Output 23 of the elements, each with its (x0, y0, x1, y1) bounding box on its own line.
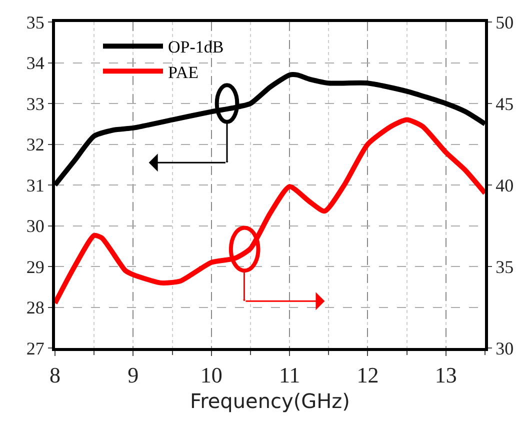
y-tick-label: 31 (26, 175, 44, 196)
x-tick-label: 8 (50, 362, 60, 388)
x-tick-label: 11 (278, 362, 300, 388)
y-tick-label: 35 (26, 12, 44, 32)
legend-label: PAE (168, 62, 199, 82)
x-tick-label: 10 (200, 362, 222, 388)
x-axis-title: Frequency(GHz) (190, 388, 350, 413)
y2-tick-label: 45 (496, 94, 514, 114)
legend-label: OP-1dB (168, 38, 224, 57)
y-tick-label: 30 (26, 216, 44, 236)
y-tick-label: 34 (26, 53, 44, 74)
x-tick-label: 9 (128, 362, 139, 388)
y-tick-label: 28 (26, 298, 44, 318)
y-tick-label: 29 (26, 256, 44, 277)
y2-tick-label: 50 (496, 12, 514, 32)
x-tick-label: 12 (356, 362, 379, 388)
x-tick-label: 13 (434, 362, 457, 388)
y2-tick-label: 30 (496, 338, 514, 358)
y-tick-label: 32 (26, 134, 44, 155)
y2-tick-label: 40 (496, 175, 514, 196)
y-tick-label: 33 (26, 94, 44, 114)
y-tick-label: 27 (26, 338, 44, 358)
y2-tick-label: 35 (496, 256, 514, 277)
